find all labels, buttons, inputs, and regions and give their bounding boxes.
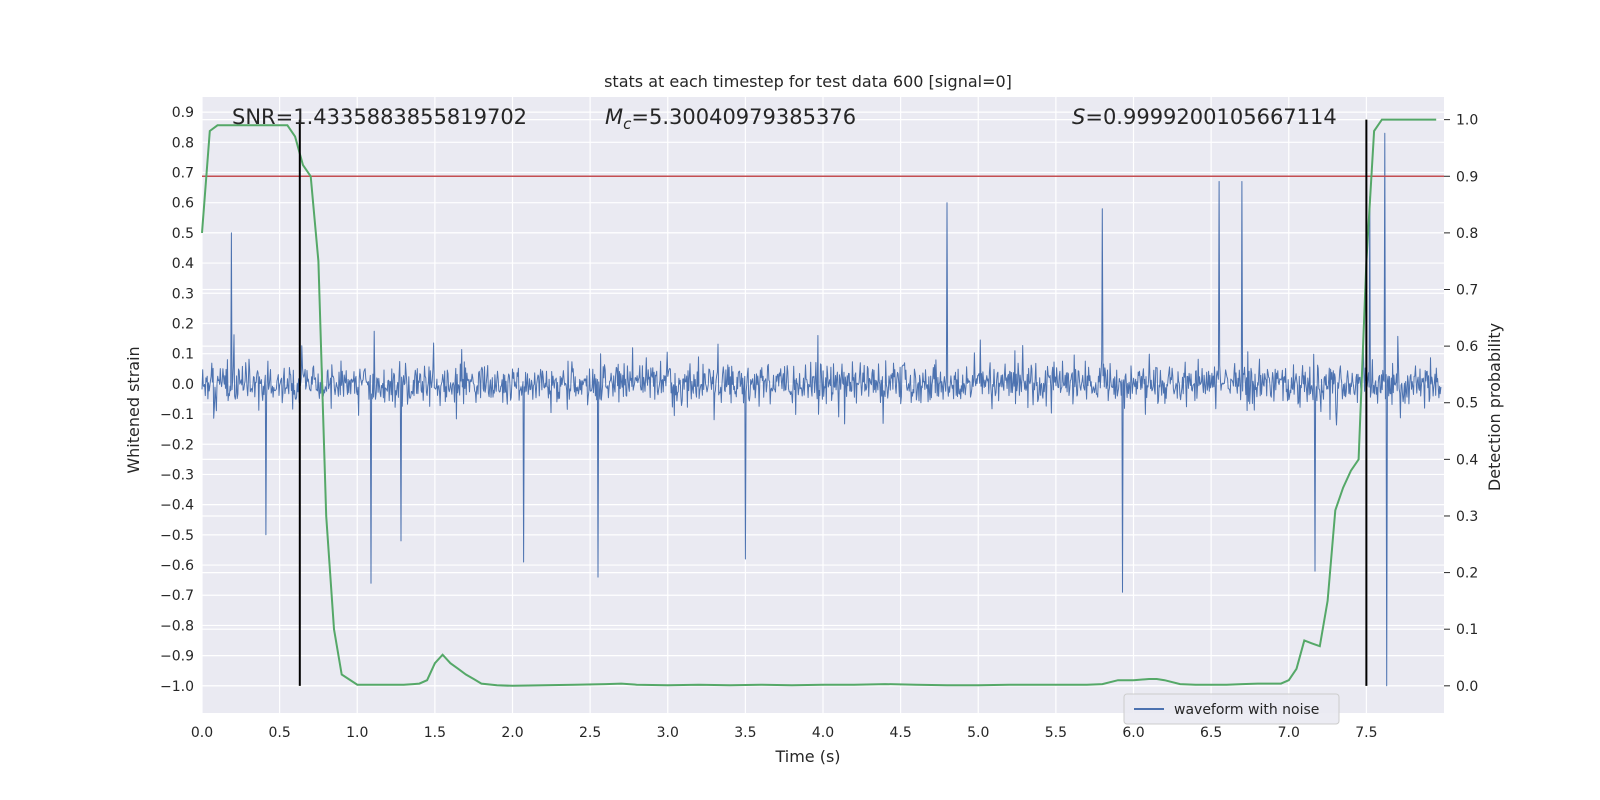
y2-axis-label: Detection probability — [1485, 323, 1504, 491]
y-tick-label: 0.0 — [172, 377, 194, 393]
legend-label: waveform with noise — [1174, 702, 1319, 718]
y-tick-label: −0.4 — [160, 498, 194, 514]
grid-lines — [201, 97, 1444, 713]
y-tick-label: −0.1 — [160, 407, 194, 423]
x-tick-label: 3.0 — [657, 725, 679, 741]
y-axis-label: Whitened strain — [124, 346, 143, 473]
x-tick-label: 7.0 — [1278, 725, 1300, 741]
waveform-series — [201, 132, 1442, 687]
x-tick-label: 4.0 — [812, 725, 834, 741]
mc-subscript: c — [623, 115, 632, 133]
x-tick-label: 2.5 — [579, 725, 601, 741]
y-tick-label: 0.9 — [172, 105, 194, 121]
y-tick-label: −0.7 — [160, 588, 194, 604]
x-tick-label: 4.5 — [889, 725, 911, 741]
y-tick-label: 0.5 — [172, 226, 194, 242]
x-tick-label: 6.5 — [1200, 725, 1222, 741]
y-tick-label: −0.3 — [160, 467, 194, 483]
y2-tick-label: 0.3 — [1456, 509, 1478, 525]
y-tick-label: −0.9 — [160, 649, 194, 665]
s-annotation: S=0.9999200105667114 — [1072, 105, 1337, 129]
y2-tick-label: 0.8 — [1456, 226, 1478, 242]
y-tick-label: 0.8 — [172, 135, 194, 151]
marker-lines — [298, 119, 1368, 686]
x-tick-label: 1.0 — [346, 725, 368, 741]
y2-tick-label: 0.4 — [1456, 452, 1478, 468]
legend-box — [1123, 693, 1340, 725]
s-symbol: S — [1072, 105, 1085, 129]
y2-tick-label: 0.6 — [1456, 339, 1478, 355]
y2-tick-label: 1.0 — [1456, 113, 1478, 129]
y-axis-ticks: 0.9 0.8 0.7 0.6 0.5 0.4 0.3 0.2 0.1 0.0 −0.1 −0.2 −0… — [160, 105, 194, 695]
detection-probability-line — [201, 118, 1437, 687]
snr-annotation: SNR=1.4335883855819702 — [232, 105, 527, 129]
legend: waveform with noise — [1123, 693, 1340, 725]
s-value: =0.9999200105667114 — [1085, 105, 1336, 129]
x-tick-label: 7.5 — [1355, 725, 1377, 741]
y-tick-label: 0.1 — [172, 347, 194, 363]
y2-tick-label: 0.5 — [1456, 396, 1478, 412]
x-tick-label: 0.5 — [268, 725, 290, 741]
y2-axis-ticks: 1.0 0.9 0.8 0.7 0.6 0.5 0.4 0.3 0.2 0.1 0.0 — [1444, 113, 1478, 695]
y-tick-label: −0.6 — [160, 558, 194, 574]
x-tick-label: 2.0 — [501, 725, 523, 741]
x-tick-label: 6.0 — [1122, 725, 1144, 741]
chart-title: stats at each timestep for test data 600… — [604, 72, 1012, 91]
y2-tick-label: 0.0 — [1456, 679, 1478, 695]
y-tick-label: 0.7 — [172, 165, 194, 181]
y2-tick-label: 0.7 — [1456, 283, 1478, 299]
x-tick-label: 3.5 — [734, 725, 756, 741]
mc-symbol: M — [605, 105, 623, 129]
x-tick-label: 5.5 — [1045, 725, 1067, 741]
y-tick-label: 0.2 — [172, 316, 194, 332]
y-tick-label: 0.4 — [172, 256, 194, 272]
y2-tick-label: 0.1 — [1456, 622, 1478, 638]
x-tick-label: 5.0 — [967, 725, 989, 741]
mc-annotation: Mc=5.30040979385376 — [605, 105, 856, 133]
y-tick-label: 0.3 — [172, 286, 194, 302]
y-tick-label: −0.2 — [160, 437, 194, 453]
y-tick-label: −0.5 — [160, 528, 194, 544]
y2-tick-label: 0.2 — [1456, 566, 1478, 582]
y-tick-label: −0.8 — [160, 618, 194, 634]
y-tick-label: −1.0 — [160, 679, 194, 695]
y2-tick-label: 0.9 — [1456, 169, 1478, 185]
x-axis-label: Time (s) — [774, 747, 840, 766]
x-tick-label: 1.5 — [424, 725, 446, 741]
x-axis-ticks: 0.0 0.5 1.0 1.5 2.0 2.5 3.0 3.5 4.0 4.5 5.0 5.5 6.0 6… — [191, 725, 1378, 741]
x-tick-label: 0.0 — [191, 725, 213, 741]
mc-value: =5.30040979385376 — [631, 105, 856, 129]
waveform-path — [201, 132, 1442, 687]
y-tick-label: 0.6 — [172, 196, 194, 212]
